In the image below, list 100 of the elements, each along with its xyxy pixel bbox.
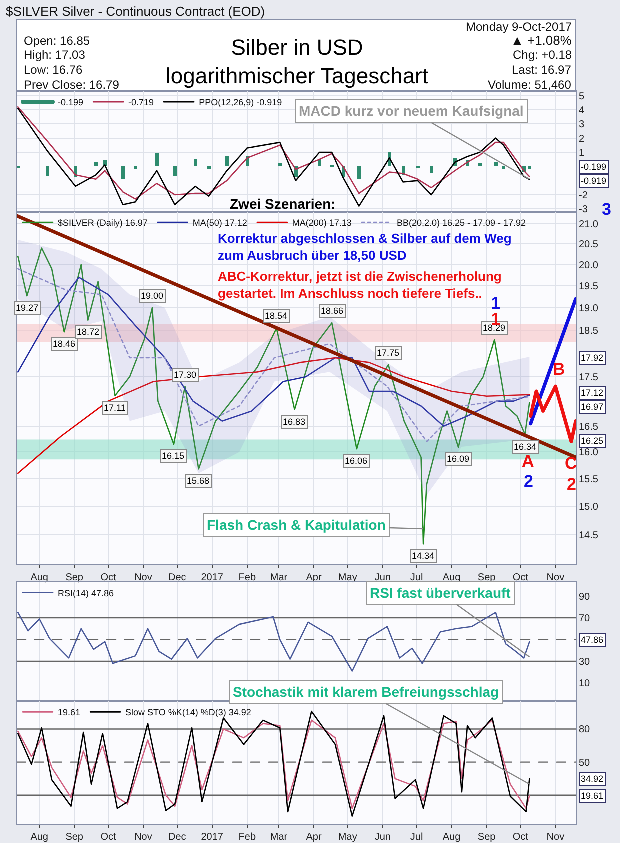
y-tick-label: -2	[579, 190, 588, 202]
annotation: 16.09	[447, 454, 470, 464]
line-series	[529, 384, 576, 444]
legend-label: PPO(12,26,9) -0.919	[199, 98, 282, 108]
annotation: A	[522, 452, 534, 471]
annotation: 18.66	[321, 306, 344, 316]
annotation: 17.75	[377, 348, 400, 358]
annotation: 14.34	[412, 551, 435, 561]
annotation: 18.29	[483, 323, 506, 333]
bar	[173, 166, 177, 177]
y-tick-label: 15.0	[579, 502, 599, 513]
text: -0.199	[581, 162, 607, 172]
text: 34.92	[581, 774, 604, 784]
text: $SILVER Silver - Continuous Contract (EOD)	[6, 4, 266, 19]
bar	[225, 156, 229, 167]
text: 19.61	[581, 791, 604, 801]
x-tick-label: Jul	[410, 832, 424, 843]
bar	[478, 164, 482, 167]
legend-label: 19.61	[58, 708, 81, 718]
annotation: 18.46	[53, 339, 76, 349]
text: Low: 16.76	[24, 63, 84, 77]
text: Last: 16.97	[512, 63, 572, 77]
line-series	[17, 612, 530, 672]
text: 17.92	[581, 353, 604, 363]
bar	[207, 166, 211, 170]
x-tick-label: May	[338, 572, 358, 584]
text: -0.919	[581, 176, 607, 186]
bar	[430, 166, 433, 174]
bar	[46, 166, 49, 177]
y-tick-label: 90	[579, 592, 591, 603]
y-tick-label: 4	[579, 105, 585, 116]
y-tick-label: 80	[579, 724, 591, 736]
annotation: 16.34	[514, 442, 537, 452]
x-tick-label: Sep	[478, 832, 496, 843]
x-tick-label: Nov	[546, 572, 565, 584]
legend-label: -0.199	[58, 98, 84, 108]
y-tick-label: 10	[579, 678, 591, 690]
x-tick-label: Oct	[100, 832, 116, 843]
annotation: B	[553, 360, 566, 379]
x-tick-label: 2017	[201, 832, 224, 843]
line-series	[17, 720, 530, 810]
y-tick-label: 18.5	[579, 326, 599, 337]
legend-label: MA(50) 17.12	[192, 218, 248, 228]
y-tick-label: 1	[579, 148, 585, 159]
y-tick-label: 20.5	[579, 240, 599, 251]
x-tick-label: 2017	[201, 572, 224, 584]
y-tick-label: 16.0	[579, 448, 599, 459]
x-tick-label: Sep	[66, 832, 84, 843]
annotation: 17.11	[104, 403, 126, 413]
annotation: 16.06	[345, 456, 368, 466]
text: High: 17.03	[24, 48, 86, 62]
y-tick-label: 2	[579, 134, 585, 145]
bar	[494, 162, 498, 167]
y-tick-label: -3	[579, 204, 588, 216]
x-tick-label: Aug	[30, 572, 48, 584]
legend-label: BB(20,2.0) 16.25 - 17.09 - 17.92	[396, 218, 526, 228]
bar	[134, 166, 137, 170]
legend-label: $SILVER (Daily) 16.97	[58, 218, 148, 228]
bar	[121, 166, 125, 180]
y-tick-label: 17.5	[579, 372, 599, 384]
annotation: 19.00	[141, 291, 164, 301]
annotation: C	[565, 454, 578, 473]
legend-label: Slow STO %K(14) %D(3) 34.92	[126, 708, 252, 718]
annotation: Zwei Szenarien:	[230, 196, 336, 212]
annotation: 2	[524, 472, 534, 491]
x-tick-label: May	[338, 832, 358, 843]
bar	[278, 164, 282, 167]
text: 17.12	[581, 388, 604, 398]
line-series	[17, 710, 530, 818]
x-tick-label: Nov	[134, 572, 152, 584]
annotation: Prev Close: 16.79	[24, 78, 120, 92]
y-tick-label: 15.5	[579, 474, 599, 486]
text: Open: 16.85	[24, 34, 90, 48]
bar	[528, 166, 531, 170]
annotation: MACD kurz vor neuem Kaufsignal	[299, 103, 524, 119]
y-tick-label: 19.0	[579, 303, 599, 314]
annotation: 16.15	[162, 451, 185, 461]
annotation: 18.72	[77, 327, 100, 337]
x-tick-label: Apr	[306, 572, 322, 584]
x-tick-label: Nov	[546, 832, 565, 843]
text: ▲ +1.08%	[511, 33, 572, 48]
legend-label: MA(200) 17.13	[292, 218, 352, 228]
legend-label: -0.719	[128, 98, 154, 108]
annotation: Volume: 51,460	[488, 78, 572, 92]
x-tick-label: Oct	[512, 572, 529, 584]
y-tick-label: 16.5	[579, 422, 599, 433]
annotation: 16.83	[283, 417, 306, 427]
y-tick-label: 30	[579, 656, 591, 668]
legend-label: RSI(14) 47.86	[58, 588, 114, 598]
annotation: RSI fast überverkauft	[370, 585, 512, 601]
y-tick-label: 5	[579, 91, 585, 102]
y-tick-label: 50	[579, 758, 591, 769]
text: Monday 9-Oct-2017	[466, 20, 572, 34]
y-tick-label: 20.0	[579, 260, 599, 272]
x-tick-label: Feb	[238, 572, 256, 584]
x-tick-label: Feb	[238, 832, 256, 843]
y-tick-label: 70	[579, 614, 591, 625]
annotation: Stochastik mit klarem Befreiungsschlag	[233, 684, 500, 700]
x-tick-label: Mar	[270, 832, 288, 843]
text: 16.97	[581, 402, 604, 412]
